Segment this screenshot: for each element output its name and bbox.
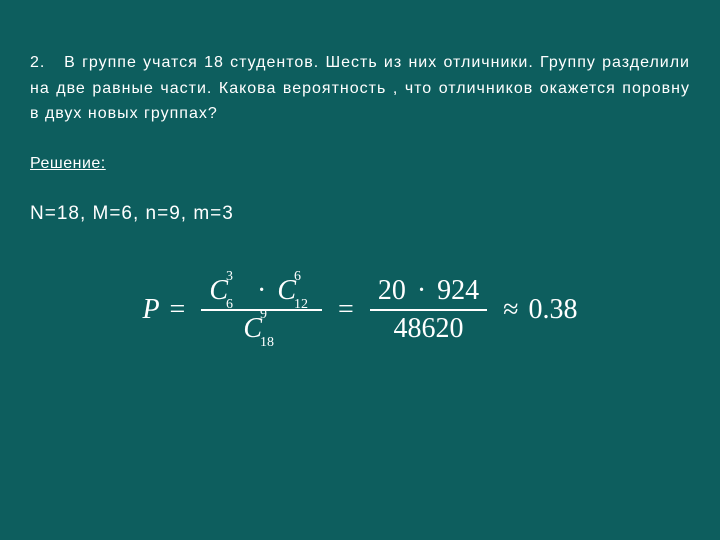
- mult-dot-2: ·: [417, 275, 426, 306]
- comb-c-6-3: C 3 6: [209, 275, 246, 307]
- comb-c-18-9: C 9 18: [243, 313, 280, 345]
- equals-sign-2: =: [338, 294, 354, 326]
- result-value: 0.38: [529, 294, 578, 326]
- fraction-numeric: 20 · 924 48620: [370, 275, 487, 345]
- denominator-numeric: 48620: [386, 311, 472, 345]
- comb-c-12-6: C 6 12: [277, 275, 314, 307]
- numerator-comb: C 3 6 · C 6 12: [201, 275, 322, 311]
- probability-formula: P = C 3 6 · C 6 12: [30, 275, 690, 345]
- numerator-numeric: 20 · 924: [370, 275, 487, 311]
- fraction-combinatorial: C 3 6 · C 6 12 C: [201, 275, 322, 345]
- problem-number: 2.: [30, 54, 45, 71]
- slide: 2. В группе учатся 18 студентов. Шесть и…: [0, 0, 720, 540]
- denominator-comb: C 9 18: [235, 311, 288, 345]
- parameters: N=18, M=6, n=9, m=3: [30, 203, 690, 225]
- equals-sign-1: =: [170, 294, 186, 326]
- approx-sign: ≈: [503, 294, 518, 326]
- formula-lhs: P: [142, 294, 159, 326]
- problem-text: 2. В группе учатся 18 студентов. Шесть и…: [30, 50, 690, 127]
- mult-dot-1: ·: [257, 275, 266, 306]
- problem-body: В группе учатся 18 студентов. Шесть из н…: [30, 54, 690, 122]
- solution-label: Решение:: [30, 155, 690, 173]
